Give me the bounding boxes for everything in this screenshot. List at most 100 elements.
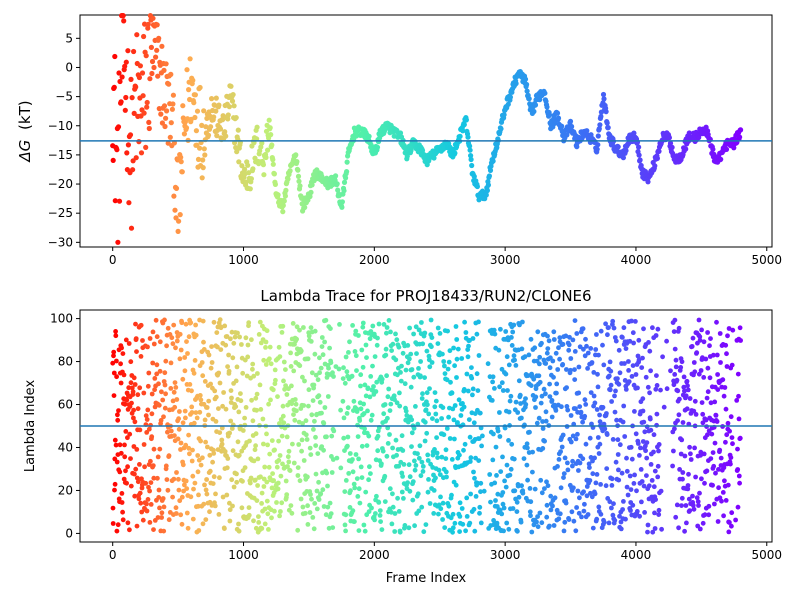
lambda-point [444, 377, 450, 383]
delta-g-point [181, 131, 187, 137]
lambda-point [285, 464, 290, 469]
delta-g-point [269, 142, 275, 148]
lambda-point [549, 414, 555, 420]
lambda-point [427, 501, 433, 506]
lambda-point [358, 383, 363, 389]
lambda-point [328, 326, 333, 331]
lambda-point [209, 344, 215, 349]
lambda-point [145, 407, 151, 413]
lambda-point [508, 466, 514, 472]
lambda-point [535, 329, 541, 335]
lambda-point [478, 520, 484, 526]
lambda-point [632, 409, 637, 414]
lambda-point [680, 470, 686, 475]
lambda-point [708, 400, 714, 406]
delta-g-point [267, 125, 273, 131]
lambda-point [353, 353, 359, 359]
lambda-point [728, 461, 733, 467]
lambda-point [126, 527, 132, 533]
lambda-point [642, 510, 647, 515]
delta-g-point [532, 102, 539, 108]
delta-g-point [343, 175, 349, 181]
lambda-point [191, 420, 197, 426]
lambda-point [239, 505, 245, 511]
lambda-point [511, 353, 517, 359]
lambda-point [492, 386, 497, 391]
lambda-point [258, 474, 263, 480]
lambda-point [338, 407, 343, 413]
lambda-point [390, 504, 396, 510]
lambda-point [589, 494, 595, 500]
lambda-point [152, 376, 158, 381]
lambda-point [569, 509, 575, 515]
lambda-point [207, 509, 212, 515]
lambda-y-tick-label: 0 [65, 526, 73, 540]
lambda-point [193, 410, 199, 415]
lambda-point [612, 393, 617, 399]
lambda-chart-title: Lambda Trace for PROJ18433/RUN2/CLONE6 [260, 287, 591, 305]
lambda-point [412, 458, 417, 464]
lambda-point [128, 359, 134, 365]
lambda-point [363, 393, 369, 399]
lambda-point [705, 432, 710, 438]
lambda-point [473, 494, 479, 499]
delta-g-point [169, 106, 175, 112]
lambda-point [359, 347, 365, 353]
lambda-point [331, 428, 337, 434]
lambda-point [421, 529, 427, 535]
lambda-point [429, 344, 434, 350]
lambda-point [145, 497, 151, 502]
lambda-point [481, 488, 487, 494]
lambda-point [305, 474, 310, 480]
delta-g-y-ticks: 50−5−10−15−20−25−30 [48, 31, 80, 249]
delta-g-point [183, 125, 190, 131]
lambda-point [156, 402, 162, 408]
lambda-point [316, 393, 322, 399]
lambda-point [588, 390, 594, 395]
lambda-point [461, 404, 467, 410]
lambda-point [118, 361, 123, 367]
lambda-point [159, 389, 164, 395]
lambda-point [477, 510, 482, 516]
lambda-point [323, 512, 329, 518]
delta-g-point [176, 218, 182, 224]
delta-g-point [463, 117, 469, 123]
lambda-point [379, 461, 384, 467]
lambda-point [635, 353, 641, 359]
lambda-point [467, 459, 473, 464]
lambda-point [671, 382, 677, 388]
lambda-point [216, 370, 222, 376]
lambda-point [348, 488, 353, 494]
lambda-point [396, 344, 402, 350]
lambda-point [495, 491, 501, 497]
lambda-point [661, 404, 667, 410]
delta-g-point [225, 112, 231, 118]
lambda-point [138, 500, 144, 506]
lambda-point [712, 440, 718, 446]
delta-g-point [170, 101, 176, 107]
lambda-point [366, 477, 371, 483]
lambda-point [497, 434, 503, 439]
lambda-point [351, 398, 357, 404]
delta-g-point [467, 143, 473, 149]
lambda-point [147, 520, 153, 525]
lambda-point [120, 517, 126, 523]
lambda-point [321, 504, 327, 509]
lambda-point [193, 322, 199, 328]
lambda-point [141, 442, 147, 447]
lambda-point [681, 374, 687, 380]
lambda-point [328, 360, 334, 366]
lambda-point [397, 390, 402, 396]
lambda-point [220, 403, 226, 409]
lambda-point [565, 467, 571, 473]
delta-g-point [567, 118, 574, 124]
lambda-point [548, 493, 554, 499]
lambda-point [331, 374, 336, 379]
lambda-point [630, 330, 636, 336]
lambda-point [171, 389, 177, 395]
lambda-point [467, 434, 473, 440]
lambda-point [202, 379, 208, 384]
delta-g-point [483, 192, 489, 198]
delta-g-point [559, 123, 565, 129]
lambda-point [343, 354, 349, 360]
